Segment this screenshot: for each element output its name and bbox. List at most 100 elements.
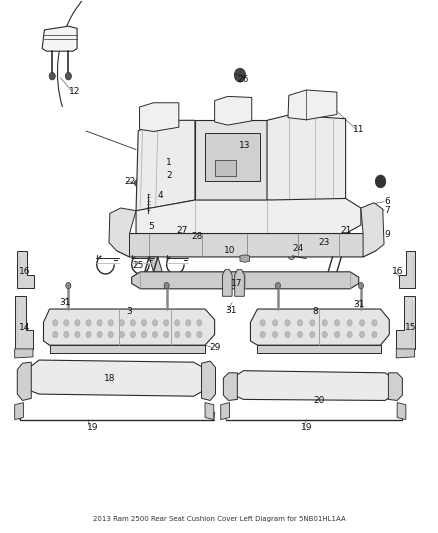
Text: 31: 31 bbox=[59, 298, 71, 307]
Circle shape bbox=[130, 320, 135, 326]
Circle shape bbox=[186, 332, 191, 338]
Text: 3: 3 bbox=[127, 307, 132, 316]
Circle shape bbox=[322, 320, 327, 326]
Polygon shape bbox=[17, 362, 31, 400]
Polygon shape bbox=[201, 361, 215, 400]
Text: 17: 17 bbox=[231, 279, 242, 288]
Polygon shape bbox=[132, 272, 359, 289]
Text: 31: 31 bbox=[225, 305, 237, 314]
Polygon shape bbox=[223, 270, 232, 296]
Text: 31: 31 bbox=[353, 300, 364, 309]
Circle shape bbox=[97, 332, 102, 338]
Circle shape bbox=[53, 320, 58, 326]
Circle shape bbox=[358, 282, 364, 289]
Polygon shape bbox=[389, 373, 403, 400]
Polygon shape bbox=[14, 402, 23, 419]
Polygon shape bbox=[399, 251, 416, 288]
Circle shape bbox=[347, 332, 352, 338]
Text: 2: 2 bbox=[166, 171, 172, 180]
Text: 6: 6 bbox=[384, 197, 390, 206]
Circle shape bbox=[141, 332, 147, 338]
Circle shape bbox=[272, 320, 278, 326]
Circle shape bbox=[75, 320, 80, 326]
Circle shape bbox=[64, 320, 69, 326]
Polygon shape bbox=[240, 255, 250, 262]
Polygon shape bbox=[43, 309, 215, 345]
Circle shape bbox=[53, 332, 58, 338]
Text: 12: 12 bbox=[69, 86, 81, 95]
Circle shape bbox=[86, 332, 91, 338]
Text: 28: 28 bbox=[191, 232, 203, 241]
Circle shape bbox=[239, 274, 245, 282]
Polygon shape bbox=[49, 345, 205, 353]
Text: 7: 7 bbox=[384, 206, 390, 215]
Text: 11: 11 bbox=[353, 125, 364, 134]
Text: 14: 14 bbox=[19, 323, 30, 332]
Circle shape bbox=[335, 320, 340, 326]
Polygon shape bbox=[117, 233, 376, 257]
Circle shape bbox=[141, 320, 147, 326]
Polygon shape bbox=[215, 160, 237, 176]
Text: 2013 Ram 2500 Rear Seat Cushion Cover Left Diagram for 5NB01HL1AA: 2013 Ram 2500 Rear Seat Cushion Cover Le… bbox=[92, 516, 346, 522]
Circle shape bbox=[297, 332, 303, 338]
Text: 29: 29 bbox=[209, 343, 220, 352]
Text: 23: 23 bbox=[318, 238, 329, 247]
Circle shape bbox=[360, 332, 364, 338]
Polygon shape bbox=[136, 120, 195, 211]
Circle shape bbox=[130, 332, 135, 338]
Polygon shape bbox=[149, 257, 162, 272]
Circle shape bbox=[310, 332, 315, 338]
Polygon shape bbox=[397, 402, 406, 419]
Polygon shape bbox=[136, 198, 361, 233]
Circle shape bbox=[175, 320, 180, 326]
Circle shape bbox=[164, 282, 169, 289]
Circle shape bbox=[108, 320, 113, 326]
Text: 26: 26 bbox=[237, 75, 249, 84]
Polygon shape bbox=[396, 349, 415, 358]
Circle shape bbox=[260, 332, 265, 338]
Ellipse shape bbox=[289, 382, 315, 393]
Circle shape bbox=[119, 320, 124, 326]
Circle shape bbox=[197, 332, 202, 338]
Polygon shape bbox=[258, 345, 381, 353]
Polygon shape bbox=[42, 26, 77, 51]
Circle shape bbox=[152, 332, 158, 338]
Text: 24: 24 bbox=[292, 244, 303, 253]
Polygon shape bbox=[361, 203, 384, 257]
Polygon shape bbox=[109, 208, 136, 257]
Circle shape bbox=[197, 320, 202, 326]
Circle shape bbox=[310, 320, 315, 326]
Polygon shape bbox=[140, 103, 179, 132]
Circle shape bbox=[322, 332, 327, 338]
Polygon shape bbox=[28, 360, 205, 396]
Circle shape bbox=[288, 251, 295, 260]
Circle shape bbox=[152, 320, 158, 326]
Circle shape bbox=[119, 332, 124, 338]
Circle shape bbox=[49, 72, 55, 80]
Polygon shape bbox=[288, 90, 337, 120]
Circle shape bbox=[375, 175, 386, 188]
Text: 20: 20 bbox=[314, 396, 325, 405]
Circle shape bbox=[65, 72, 71, 80]
Text: 22: 22 bbox=[124, 177, 135, 186]
Polygon shape bbox=[223, 373, 237, 400]
Polygon shape bbox=[14, 296, 33, 349]
Text: 19: 19 bbox=[87, 423, 98, 432]
Circle shape bbox=[186, 320, 191, 326]
Circle shape bbox=[75, 332, 80, 338]
Circle shape bbox=[175, 332, 180, 338]
Circle shape bbox=[163, 320, 169, 326]
Text: 15: 15 bbox=[405, 323, 417, 332]
Circle shape bbox=[372, 332, 377, 338]
Text: 27: 27 bbox=[176, 226, 187, 235]
Circle shape bbox=[372, 320, 377, 326]
Text: 13: 13 bbox=[240, 141, 251, 150]
Circle shape bbox=[97, 320, 102, 326]
Polygon shape bbox=[251, 309, 389, 345]
Circle shape bbox=[64, 332, 69, 338]
Polygon shape bbox=[267, 115, 346, 203]
Polygon shape bbox=[234, 370, 394, 400]
Polygon shape bbox=[235, 270, 244, 296]
Text: 1: 1 bbox=[166, 158, 172, 167]
Polygon shape bbox=[14, 349, 33, 358]
